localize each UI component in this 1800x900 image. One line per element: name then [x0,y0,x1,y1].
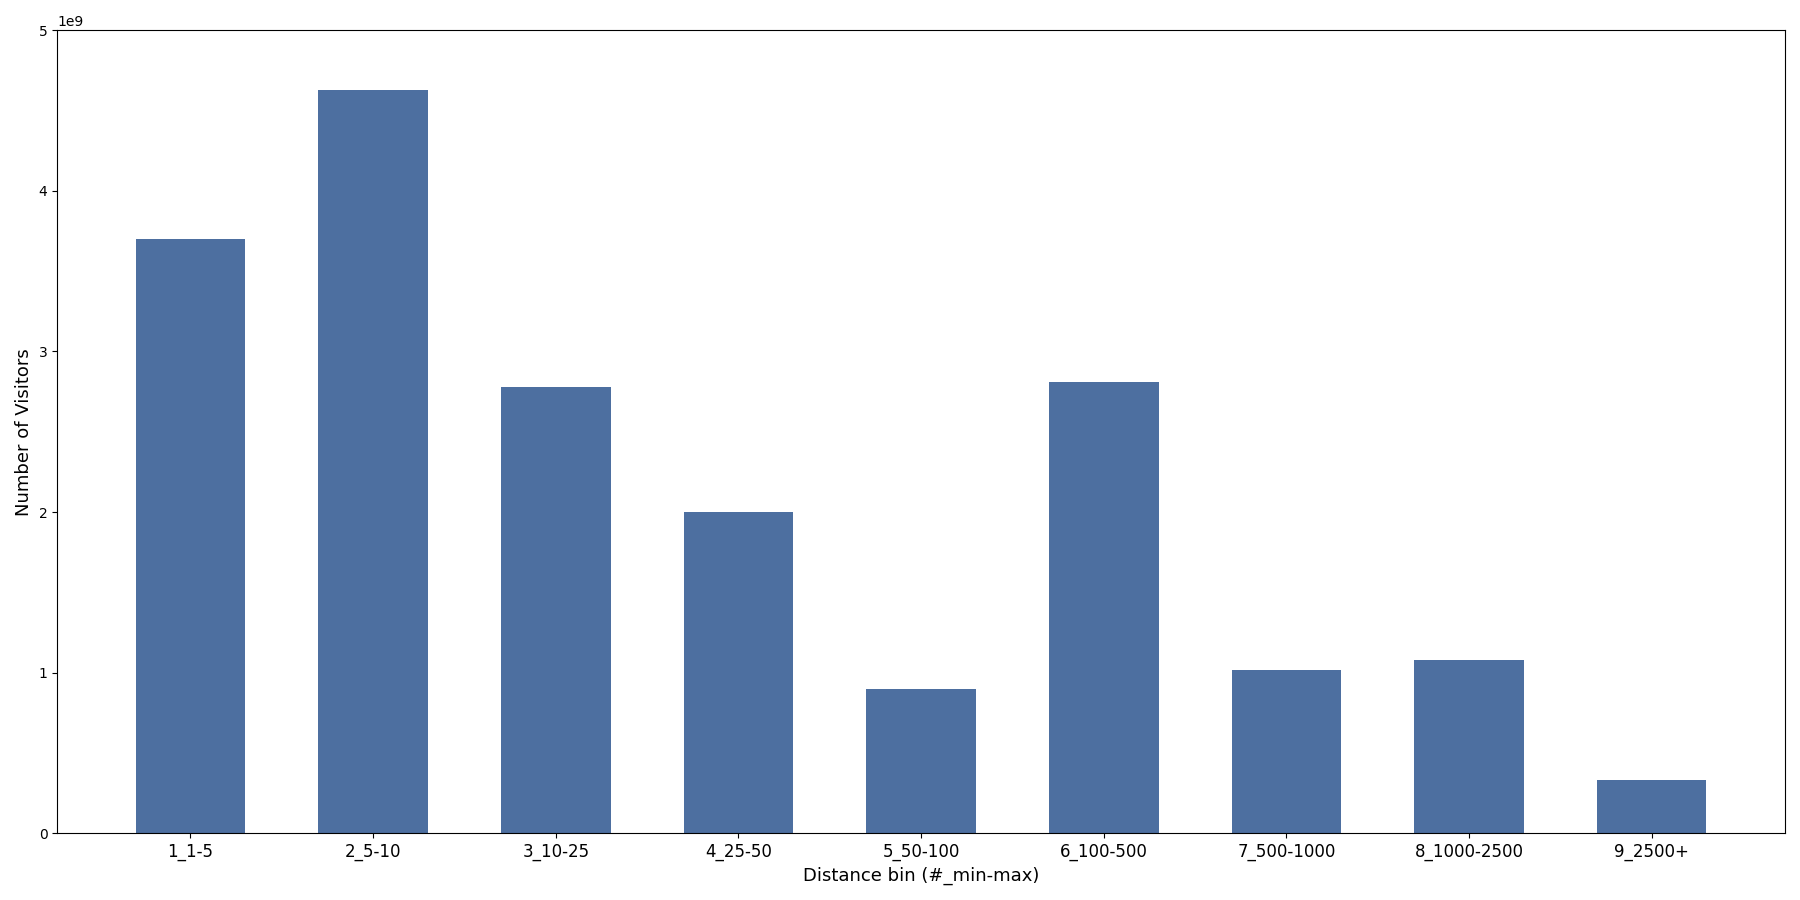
X-axis label: Distance bin (#_min-max): Distance bin (#_min-max) [803,867,1039,885]
Bar [1231,670,1341,833]
Bar [1049,382,1159,833]
Bar [684,512,794,833]
Bar [1415,660,1525,833]
Y-axis label: Number of Visitors: Number of Visitors [14,348,32,516]
Bar [319,90,428,833]
Bar [1597,780,1706,833]
Bar [500,387,610,833]
Bar [135,239,245,833]
Bar [866,688,976,833]
